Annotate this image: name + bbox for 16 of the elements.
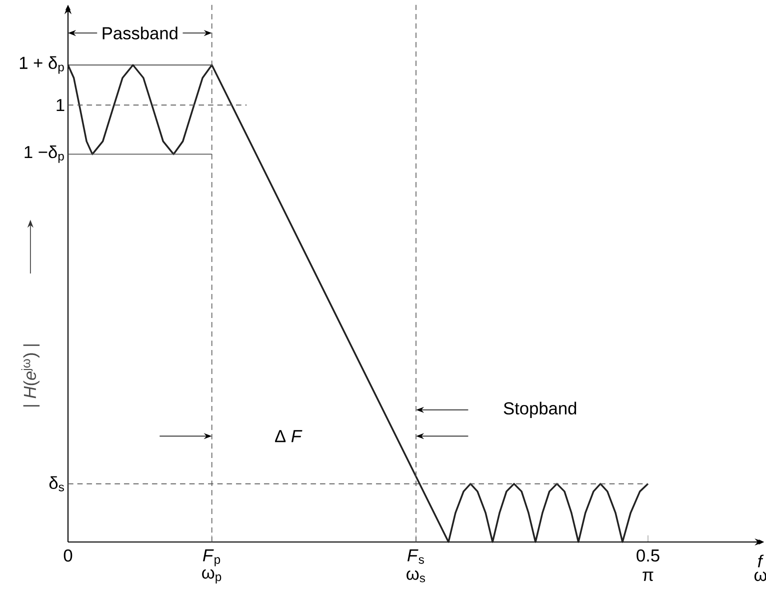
ref-line-label: 1 [56,99,64,112]
x-tick-label: F$_{s}$ [407,549,424,564]
text: ω$_{p}$ [202,569,222,584]
ref-line-label: 1 + δ$_{p}$ [20,56,64,74]
y-axis-title: | H(e$^{jω}$) | [21,344,40,407]
x-tick-label: F$_{p}$ [202,549,220,566]
x-tick-label: 0.5 [636,549,660,562]
annotation: Δ F [275,430,302,442]
annotation: Stopband [504,402,576,418]
x-tick-label: 0 [64,549,72,562]
ref-line-label: 1 −δ$_{p}$ [24,145,64,163]
text: ω$_{s}$ [406,570,426,582]
text: Passband [102,26,178,40]
x-axis-title: f [758,554,764,568]
text: π [642,572,654,582]
ref-line-label: δ$_{s}$ [49,476,64,492]
